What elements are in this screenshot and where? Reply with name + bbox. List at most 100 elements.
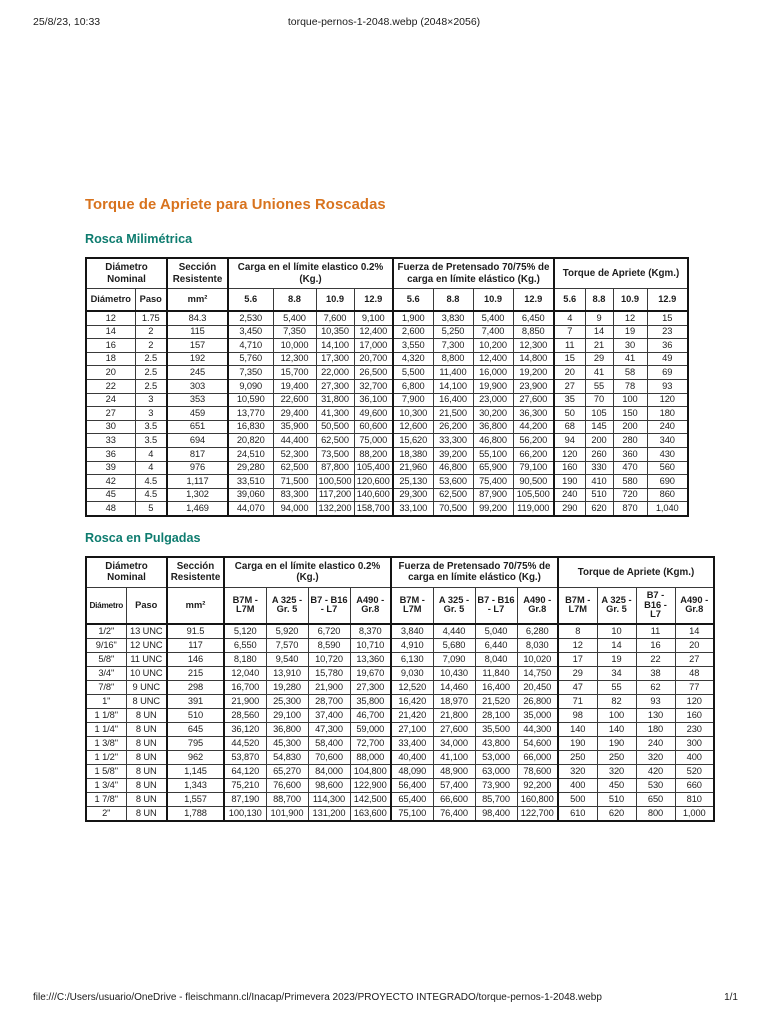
table-cell: 84,000 <box>307 763 351 779</box>
table-row: 18 2.5 192 5,760 12,300 17,300 20,700 4,320 8,80… <box>85 351 689 367</box>
table-cell: 39,200 <box>432 446 474 462</box>
datetime-label: 25/8/23, 10:33 <box>33 16 101 28</box>
table-cell: 13 UNC <box>125 623 168 639</box>
table-cell: 27,600 <box>512 392 555 408</box>
table-cell: 260 <box>584 446 614 462</box>
table-cell: 5,400 <box>472 310 514 326</box>
table-row: 2" 8 UN 1,788 100,130 101,900 131,200 163,600 7… <box>85 805 715 822</box>
table-cell: 7,300 <box>432 338 474 353</box>
column-header: Paso <box>134 288 168 312</box>
column-header: Diámetro <box>85 288 136 312</box>
table-cell: 20 <box>553 365 586 380</box>
table-cell: 21,900 <box>307 679 351 695</box>
table-cell: 5,400 <box>272 310 317 326</box>
table-row: 33 3.5 694 20,820 44,400 62,500 75,000 15,620 33… <box>85 433 689 448</box>
table-cell: 240 <box>635 735 676 751</box>
table-cell: 19,900 <box>472 378 514 394</box>
table-cell: 58 <box>612 365 648 380</box>
table-cell: 100,130 <box>223 805 267 822</box>
table-cell: 92,200 <box>516 777 559 793</box>
table-cell: 47,300 <box>307 721 351 737</box>
table-cell: 5/8" <box>85 651 127 667</box>
table-cell: 19 <box>612 324 648 340</box>
table-cell: 651 <box>166 419 229 435</box>
table-cell: 84.3 <box>166 310 229 326</box>
column-header: B7M - L7M <box>557 586 598 625</box>
column-group-header: Sección Resistente <box>166 556 225 588</box>
table-cell: 23,900 <box>512 378 555 394</box>
table-cell: 6,440 <box>474 637 518 653</box>
table-cell: 645 <box>166 721 225 737</box>
table-row: 1 1/2" 8 UN 962 53,870 54,830 70,600 88,000 40,… <box>85 749 715 765</box>
table-cell: 190 <box>557 735 598 751</box>
table-cell: 91.5 <box>166 623 225 639</box>
table-cell: 26,500 <box>353 365 394 380</box>
table-cell: 115 <box>166 324 229 340</box>
table-cell: 4.5 <box>134 474 168 489</box>
table-cell: 10,590 <box>227 392 274 408</box>
section-title-rosca-milimetrica: Rosca Milimétrica <box>85 232 193 246</box>
section-title-rosca-en-pulgadas: Rosca en Pulgadas <box>85 530 201 545</box>
table-cell: 1,117 <box>166 474 229 489</box>
table-cell: 27,300 <box>315 378 355 394</box>
table-cell: 68 <box>553 419 586 435</box>
table-cell: 65,400 <box>390 791 434 807</box>
table-cell: 6,280 <box>516 623 559 639</box>
table-cell: 29,400 <box>272 406 317 421</box>
column-group-header: Diámetro Nominal <box>85 257 168 289</box>
table-cell: 8 UN <box>125 805 168 822</box>
table-cell: 14 <box>85 324 136 340</box>
table-cell: 78 <box>612 378 648 394</box>
table-cell: 55 <box>596 679 637 695</box>
table-cell: 353 <box>166 392 229 408</box>
table-cell: 12 <box>85 310 136 326</box>
table-cell: 10,350 <box>315 324 355 340</box>
table-cell: 9 <box>584 310 614 326</box>
table-cell: 93 <box>635 693 676 709</box>
table-cell: 17 <box>557 651 598 667</box>
table-cell: 400 <box>674 749 715 765</box>
table-cell: 250 <box>557 749 598 765</box>
column-header: B7 - B16 - L7 <box>635 586 676 625</box>
table-cell: 14,800 <box>512 351 555 367</box>
table-cell: 14,100 <box>432 378 474 394</box>
table-cell: 70,600 <box>307 749 351 765</box>
group-header-row: Diámetro Nominal Sección Resistente Carga … <box>85 556 715 588</box>
table-cell: 57,400 <box>432 777 476 793</box>
table-row: 14 2 115 3,450 7,350 10,350 12,400 2,600 5,250 7,… <box>85 324 689 340</box>
table-cell: 8,370 <box>349 623 392 639</box>
table-cell: 1,302 <box>166 487 229 503</box>
table-cell: 16,830 <box>227 419 274 435</box>
table-cell: 21,520 <box>474 693 518 709</box>
column-header: 12.9 <box>512 288 555 312</box>
table-cell: 8 UNC <box>125 693 168 709</box>
table-cell: 8 UN <box>125 707 168 723</box>
table-cell: 94 <box>553 433 586 448</box>
table-cell: 30 <box>85 419 136 435</box>
table-cell: 8 UN <box>125 721 168 737</box>
table-cell: 87,800 <box>315 460 355 476</box>
table-cell: 26,800 <box>516 693 559 709</box>
table-cell: 140 <box>557 721 598 737</box>
table-cell: 400 <box>557 777 598 793</box>
table-cell: 12,400 <box>353 324 394 340</box>
table-cell: 119,000 <box>512 501 555 517</box>
table-cell: 36,120 <box>223 721 267 737</box>
table-cell: 73,500 <box>315 446 355 462</box>
column-header: B7 - B16 - L7 <box>307 586 351 625</box>
column-header: A490 - Gr.8 <box>349 586 392 625</box>
table-cell: 610 <box>557 805 598 822</box>
table-cell: 45 <box>85 487 136 503</box>
table-cell: 2.5 <box>134 378 168 394</box>
table-cell: 5,120 <box>223 623 267 639</box>
column-header: Diámetro <box>85 586 127 625</box>
table-cell: 48,090 <box>390 763 434 779</box>
table-cell: 48,900 <box>432 763 476 779</box>
table-row: 1 1/8" 8 UN 510 28,560 29,100 37,400 46,700 21,… <box>85 707 715 723</box>
table-cell: 245 <box>166 365 229 380</box>
table-cell: 8,850 <box>512 324 555 340</box>
table-cell: 100 <box>612 392 648 408</box>
table-cell: 1.75 <box>134 310 168 326</box>
table-cell: 470 <box>612 460 648 476</box>
table-cell: 13,910 <box>265 665 309 681</box>
